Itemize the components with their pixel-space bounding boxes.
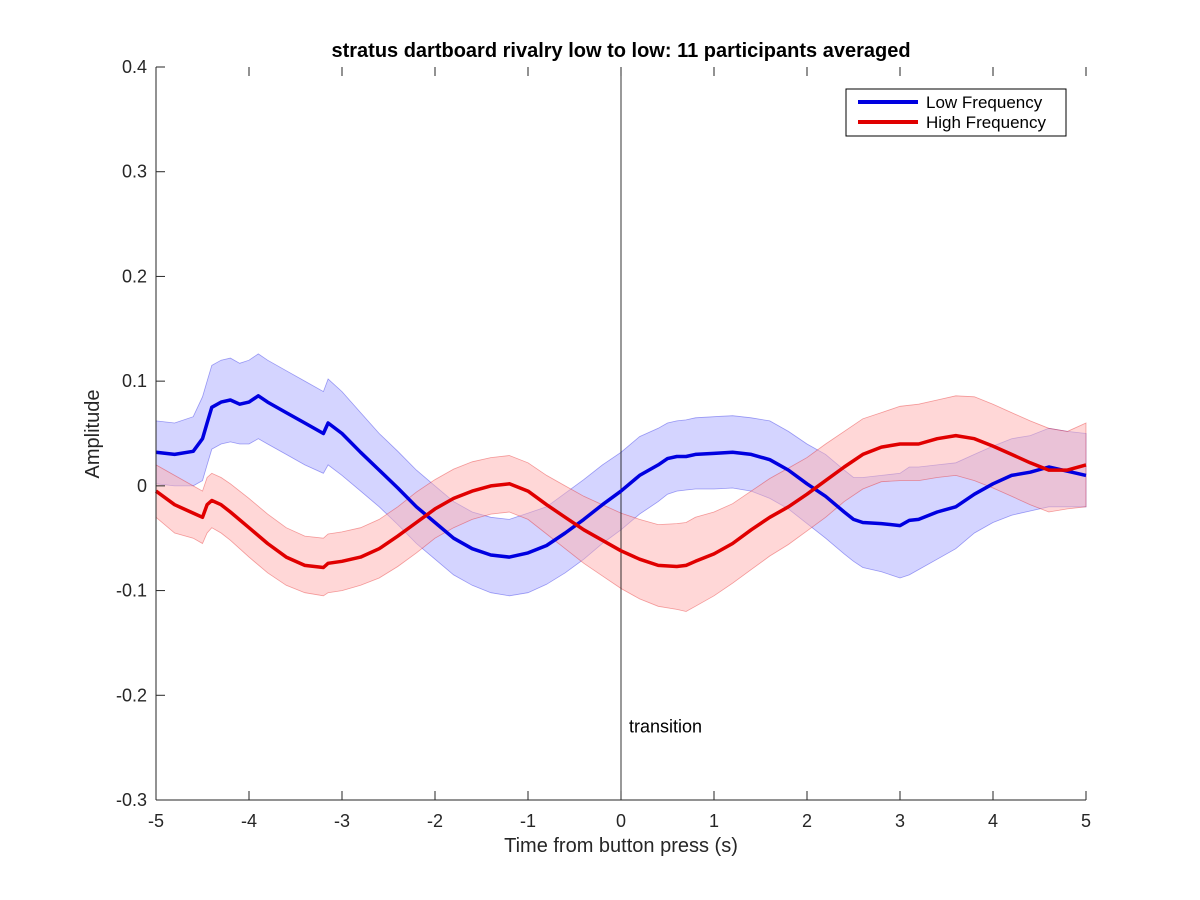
x-tick-label: 4 (988, 811, 998, 831)
x-ticks: -5 -4 -3 -2 -1 0 1 2 3 4 5 (148, 67, 1091, 831)
x-tick-label: -2 (427, 811, 443, 831)
y-tick-label: 0 (137, 476, 147, 496)
y-ticks: -0.3 -0.2 -0.1 0 0.1 0.2 0.3 0.4 (116, 57, 165, 810)
x-tick-label: 1 (709, 811, 719, 831)
legend-label-high-frequency: High Frequency (926, 113, 1047, 132)
series-lines (154, 394, 1087, 570)
line-low-frequency (155, 394, 1087, 559)
x-tick-label: 0 (616, 811, 626, 831)
chart-title: stratus dartboard rivalry low to low: 11… (331, 40, 910, 62)
legend-label-low-frequency: Low Frequency (926, 93, 1043, 112)
y-tick-label: 0.4 (122, 57, 147, 77)
x-axis-label: Time from button press (s) (504, 835, 738, 857)
y-tick-label: -0.2 (116, 685, 147, 705)
y-tick-label: -0.3 (116, 790, 147, 810)
y-tick-label: 0.1 (122, 371, 147, 391)
band-high-frequency (155, 395, 1087, 612)
legend: Low Frequency High Frequency (845, 88, 1067, 137)
x-tick-label: -5 (148, 811, 164, 831)
y-tick-label: -0.1 (116, 581, 147, 601)
y-tick-label: 0.3 (122, 162, 147, 182)
line-high-frequency (154, 433, 1087, 570)
x-tick-label: 3 (895, 811, 905, 831)
legend-box (845, 88, 1067, 137)
y-tick-label: 0.2 (122, 266, 147, 286)
x-tick-label: -4 (241, 811, 257, 831)
x-tick-label: -1 (520, 811, 536, 831)
x-tick-label: 2 (802, 811, 812, 831)
y-axis-label: Amplitude (82, 390, 104, 479)
transition-label: transition (629, 717, 702, 737)
x-tick-label: -3 (334, 811, 350, 831)
x-tick-label: 5 (1081, 811, 1091, 831)
